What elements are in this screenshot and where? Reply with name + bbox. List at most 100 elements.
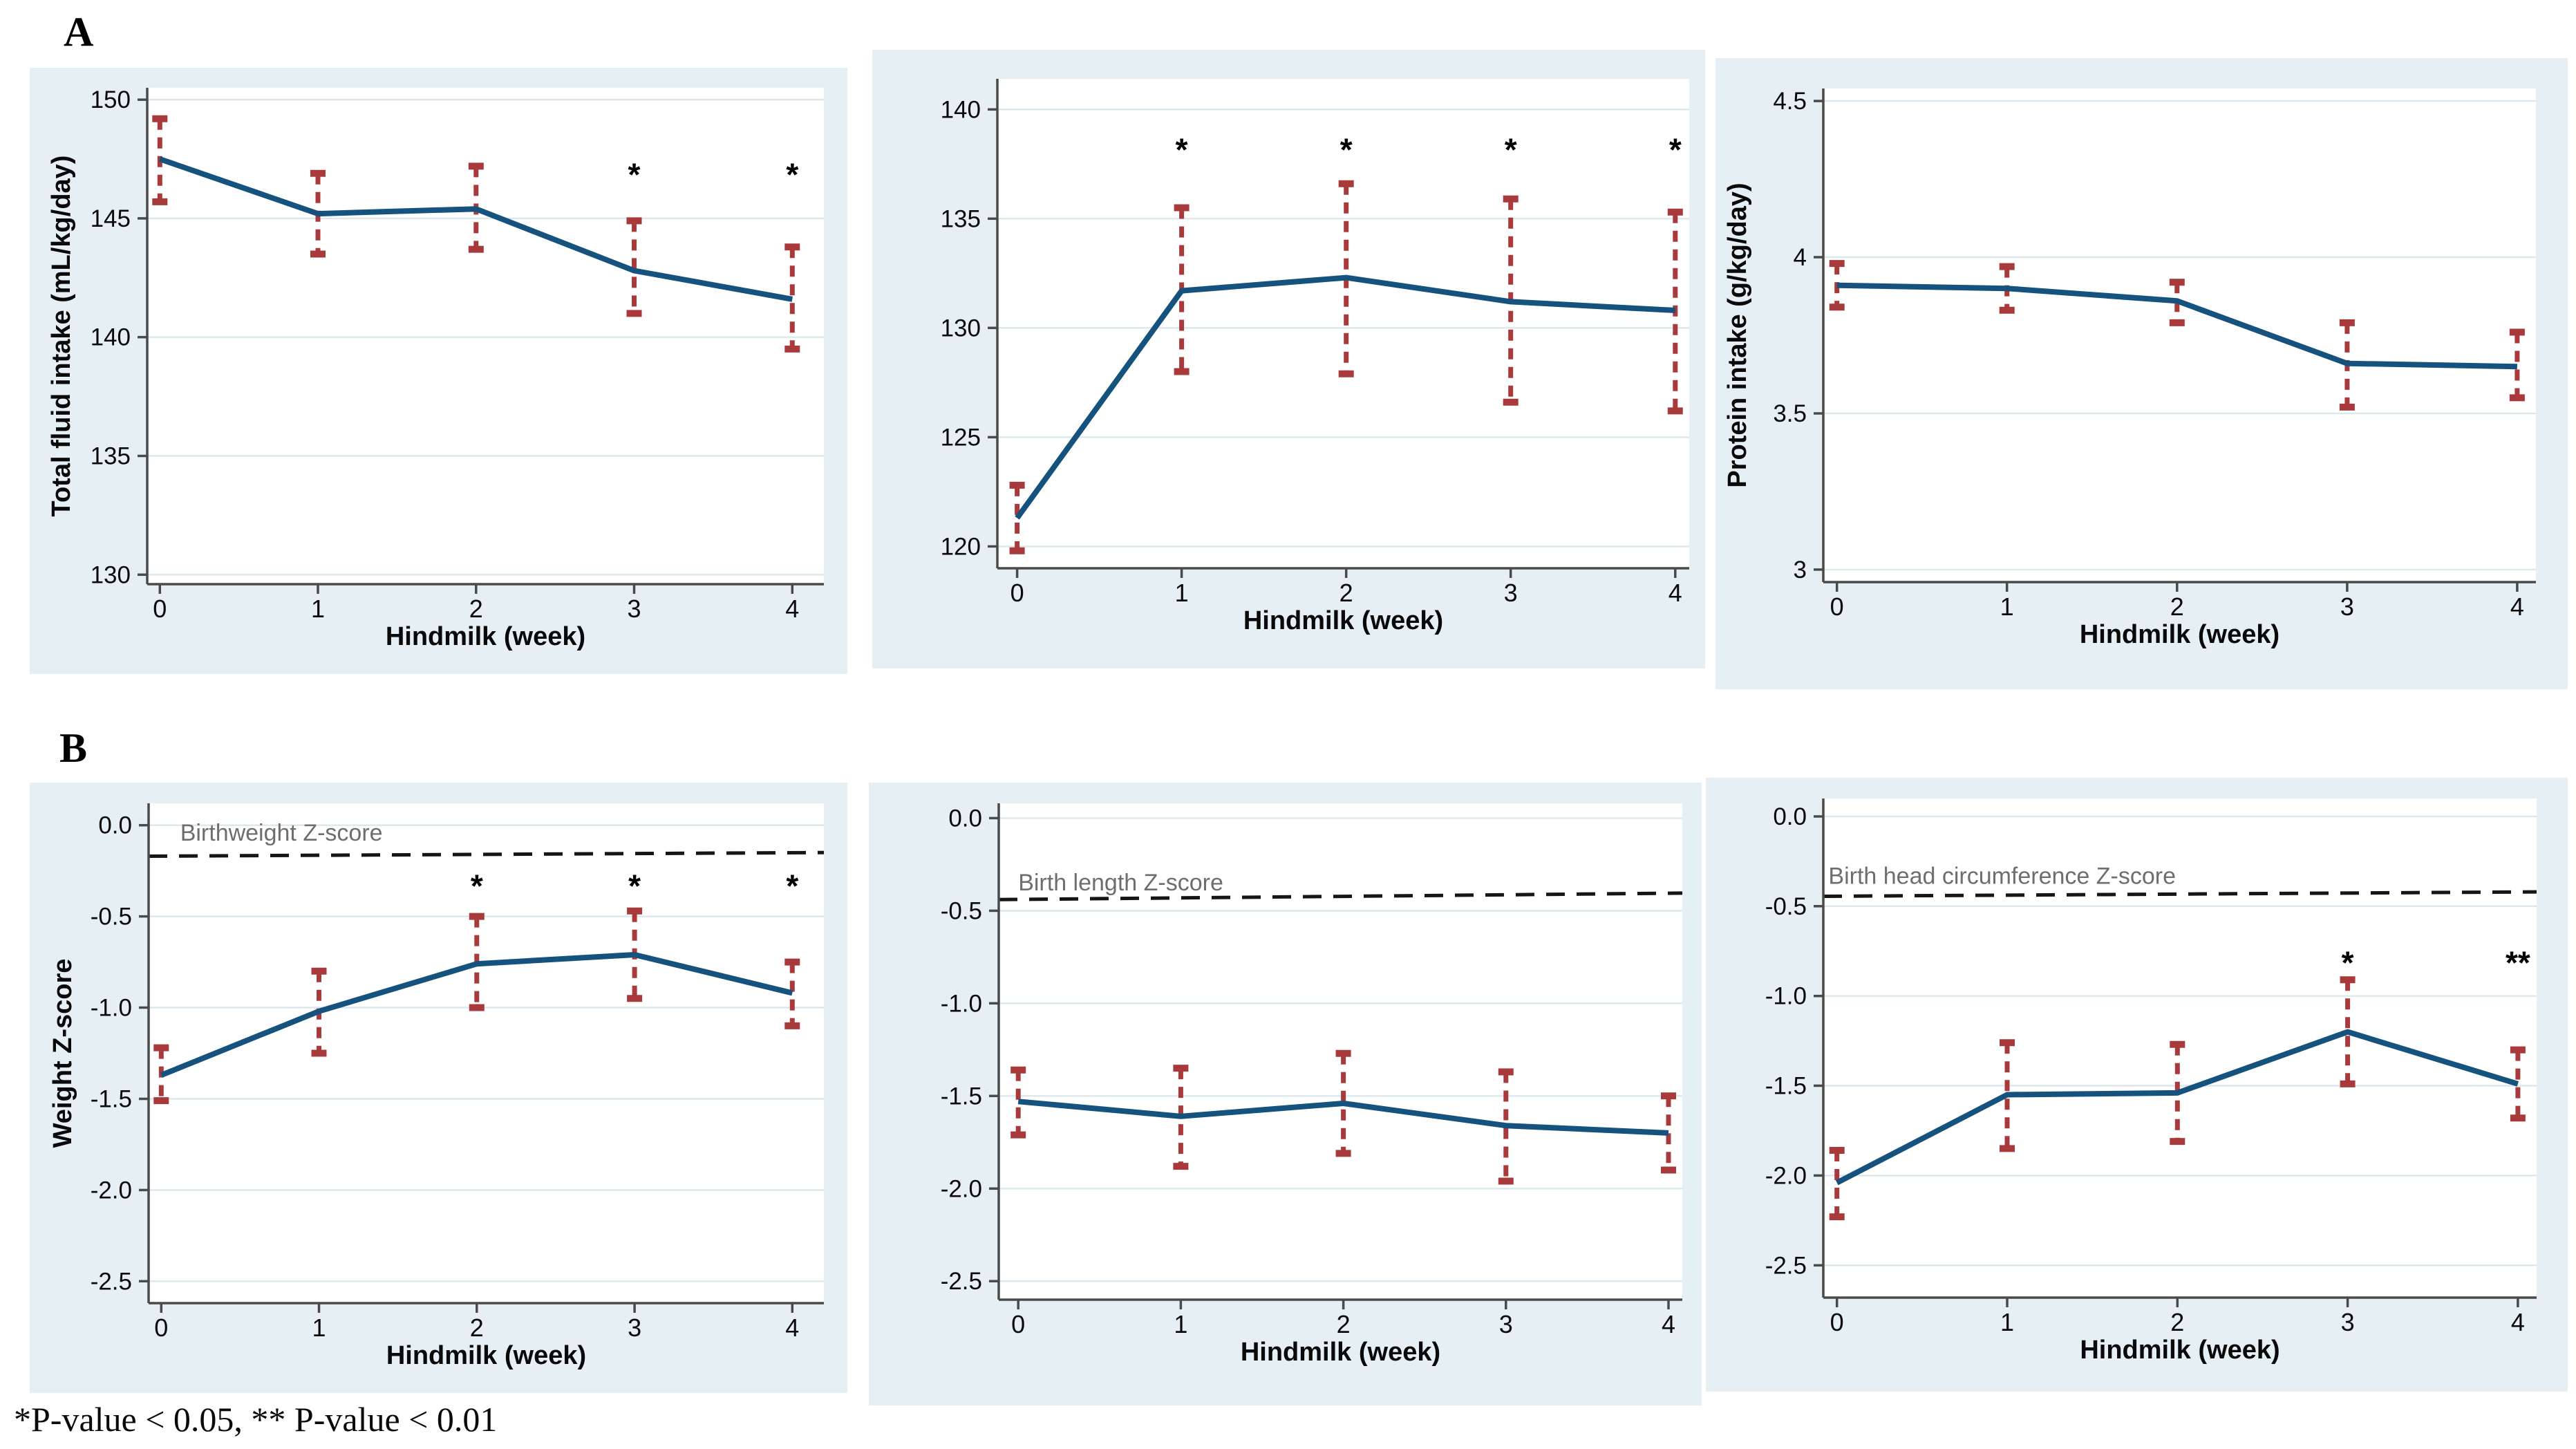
x-axis-title: Hindmilk (week) — [386, 1341, 586, 1370]
chart-panel-total-fluid-intake: * * 130 135 140 145 150 0 1 2 3 4 Hindmilk (week) Tot… — [30, 68, 847, 674]
significance-marker: * — [1176, 132, 1188, 168]
x-axis-title: Hindmilk (week) — [1243, 606, 1443, 635]
x-tick-label: 3 — [1499, 1310, 1513, 1338]
y-tick-label: 120 — [941, 533, 981, 560]
y-tick-label: 135 — [91, 443, 131, 470]
mean-line — [158, 156, 793, 302]
y-tick-label: 0.0 — [948, 805, 982, 832]
y-tick-label: 4.5 — [1773, 88, 1807, 115]
mean-line — [1836, 282, 2517, 370]
x-tick-label: 0 — [1830, 592, 1844, 621]
y-tick-label: -0.5 — [941, 897, 982, 924]
x-tick-label: 0 — [1010, 579, 1024, 607]
significance-marker: * — [786, 157, 798, 193]
x-tick-label: 4 — [1662, 1310, 1675, 1338]
x-tick-label: 0 — [1830, 1308, 1844, 1336]
y-tick-label: 4 — [1794, 244, 1807, 271]
y-tick-label: -2.0 — [1765, 1162, 1807, 1189]
x-tick-label: 3 — [1504, 579, 1518, 607]
x-tick-label: 1 — [2000, 1308, 2014, 1336]
chart-panel-weight-z-score: Birthweight Z-score * * * 0.0 -0.5 -1.0 -1.5 -2.… — [30, 783, 847, 1393]
significance-marker: * — [2342, 944, 2354, 980]
significance-marker: * — [628, 157, 641, 193]
x-tick-label: 1 — [1175, 579, 1189, 607]
x-tick-label: 2 — [1337, 1310, 1351, 1338]
y-tick-label: -1.0 — [941, 990, 982, 1017]
mean-line — [160, 952, 793, 1078]
y-tick-label: 3 — [1794, 557, 1807, 583]
x-tick-label: 1 — [1174, 1310, 1187, 1338]
plot-area — [1823, 88, 2536, 582]
significance-marker: * — [1505, 132, 1517, 168]
significance-marker: * — [1669, 132, 1682, 168]
y-tick-label: -1.5 — [1765, 1073, 1807, 1100]
panel-a-label: A — [64, 9, 94, 55]
y-tick-label: -2.5 — [1765, 1252, 1807, 1279]
significance-marker: * — [786, 868, 798, 904]
y-tick-label: 145 — [91, 205, 131, 232]
x-tick-label: 3 — [2340, 592, 2354, 621]
y-tick-label: -0.5 — [1765, 893, 1807, 920]
mean-line — [1835, 1029, 2519, 1186]
y-tick-label: -1.5 — [941, 1083, 982, 1110]
panel-a-middle-chart: * * * * 120 125 130 135 140 0 1 2 3 4 Hindmilk (week) — [941, 79, 1689, 635]
panel-b-label: B — [59, 725, 88, 771]
x-tick-label: 4 — [785, 595, 799, 623]
y-tick-label: -2.5 — [941, 1268, 982, 1295]
y-tick-label: -2.0 — [91, 1177, 132, 1204]
y-axis-title: Total fluid intake (mL/kg/day) — [47, 156, 76, 517]
x-tick-label: 1 — [2000, 592, 2014, 621]
x-tick-label: 1 — [312, 1314, 326, 1342]
significance-marker: ** — [2506, 944, 2530, 980]
x-axis-title: Hindmilk (week) — [1241, 1338, 1440, 1367]
x-tick-label: 2 — [1339, 579, 1353, 607]
y-axis-title: Weight Z-score — [48, 959, 77, 1148]
y-tick-label: 130 — [91, 561, 131, 588]
y-tick-label: -0.5 — [91, 904, 132, 931]
chart-panel-length-z-score: Birth length Z-score 0.0 -0.5 -1.0 -1.5 -2.0 -… — [869, 783, 1702, 1405]
significance-marker: * — [471, 868, 483, 904]
head-circumference-z-score-chart: Birth head circumference Z-score* **0.0-0… — [1765, 798, 2537, 1365]
x-tick-label: 0 — [1011, 1310, 1025, 1338]
reference-line-label: Birth length Z-score — [1018, 870, 1223, 896]
x-tick-label: 2 — [2170, 1308, 2184, 1336]
mean-line — [1015, 274, 1676, 520]
y-tick-label: -2.0 — [941, 1175, 982, 1202]
y-tick-label: 140 — [941, 96, 981, 123]
x-tick-label: 2 — [469, 595, 483, 623]
y-tick-label: -1.0 — [91, 995, 132, 1022]
y-tick-label: 125 — [941, 424, 981, 451]
y-axis-title: Protein intake (g/kg/day) — [1723, 183, 1752, 487]
significance-footnote: *P-value < 0.05, ** P-value < 0.01 — [14, 1400, 498, 1439]
weight-z-score-chart: Birthweight Z-score * * * 0.0 -0.5 -1.0 -1.5 -2.… — [48, 803, 825, 1370]
total-fluid-intake-chart: * * 130 135 140 145 150 0 1 2 3 4 Hindmilk (week) Tot… — [47, 86, 824, 651]
plot-area — [997, 79, 1689, 568]
y-tick-label: 130 — [941, 315, 981, 342]
x-tick-label: 1 — [311, 595, 325, 623]
reference-line — [1823, 890, 2537, 898]
reference-line-label: Birthweight Z-score — [180, 820, 383, 846]
y-tick-label: 0.0 — [98, 812, 132, 839]
x-tick-label: 2 — [470, 1314, 484, 1342]
x-tick-label: 3 — [627, 595, 641, 623]
significance-marker: * — [628, 868, 641, 904]
plot-area — [1823, 798, 2537, 1298]
x-axis-title: Hindmilk (week) — [2080, 620, 2279, 649]
x-axis-title: Hindmilk (week) — [2080, 1336, 2279, 1365]
x-tick-label: 4 — [785, 1314, 799, 1342]
x-tick-label: 4 — [2510, 592, 2524, 621]
mean-line — [1017, 1099, 1669, 1136]
y-tick-label: -1.5 — [91, 1086, 132, 1113]
y-tick-label: 0.0 — [1773, 803, 1807, 830]
x-tick-label: 3 — [628, 1314, 641, 1342]
plot-area — [149, 803, 824, 1303]
chart-panel-a-middle: * * * * 120 125 130 135 140 0 1 2 3 4 Hindmilk (week) — [872, 50, 1705, 669]
protein-intake-chart: 3 3.5 4 4.5 0 1 2 3 4 Hindmilk (week) Protein inta… — [1723, 88, 2536, 649]
x-tick-label: 4 — [2511, 1308, 2525, 1336]
significance-marker: * — [1340, 132, 1353, 168]
y-tick-label: 140 — [91, 324, 131, 351]
x-tick-label: 2 — [2170, 592, 2184, 621]
chart-panel-head-circumference-z-score: Birth head circumference Z-score * ** 0.0 -0… — [1706, 778, 2568, 1392]
length-z-score-chart: Birth length Z-score 0.0 -0.5 -1.0 -1.5 -2.0 -… — [941, 803, 1683, 1367]
y-tick-label: 3.5 — [1773, 400, 1807, 427]
